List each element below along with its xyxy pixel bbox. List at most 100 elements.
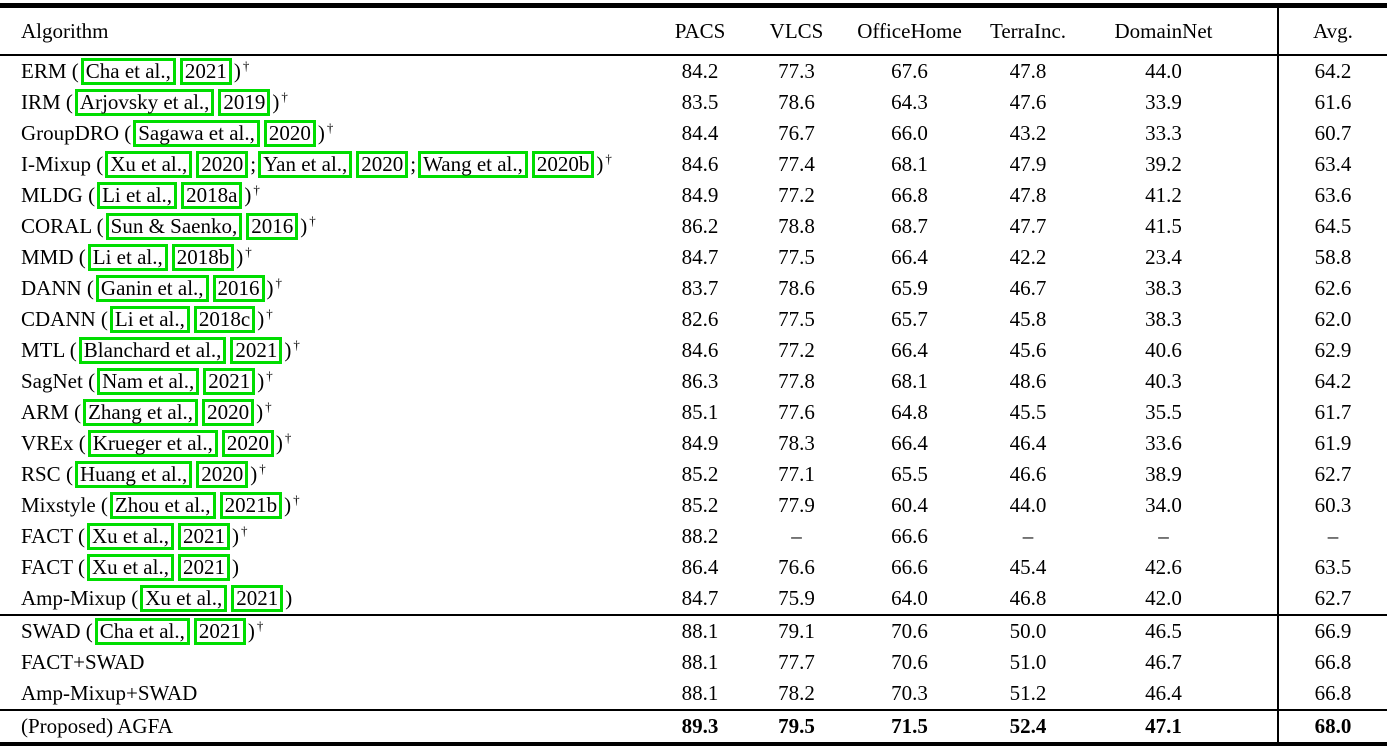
- citation-link-box[interactable]: 2018b: [171, 244, 235, 271]
- score-cell: 62.0: [1277, 304, 1387, 335]
- score-cell: 51.2: [1009, 681, 1047, 705]
- score-cell: 77.9: [778, 493, 815, 517]
- algorithm-label-text: SagNet (: [21, 369, 96, 393]
- algorithm-label-text: CDANN (: [21, 307, 108, 331]
- citation-link-box[interactable]: 2020b: [531, 151, 595, 178]
- score-cell: 46.8: [1009, 586, 1047, 610]
- dagger-symbol: †: [605, 151, 612, 166]
- score-cell: 66.8: [1277, 678, 1387, 710]
- citation-link-box[interactable]: Arjovsky et al.,: [74, 89, 215, 116]
- algorithm-cell: ARM (Zhang et al., 2020) †: [0, 397, 655, 428]
- citation-link-box[interactable]: 2021: [177, 554, 230, 581]
- header-officehome: OfficeHome: [848, 5, 971, 56]
- citation-link-box[interactable]: Xu et al.,: [140, 585, 228, 612]
- score-cell: 66.4: [891, 245, 928, 269]
- citation-link-box[interactable]: Blanchard et al.,: [78, 337, 227, 364]
- score-cell: 52.4: [971, 709, 1085, 745]
- algorithm-label-text: ): [285, 586, 293, 610]
- header-avg: Avg.: [1277, 5, 1387, 56]
- algorithm-label-text: ): [250, 462, 258, 486]
- score-cell: 84.9: [681, 183, 719, 207]
- citation-link-box[interactable]: Ganin et al.,: [95, 275, 209, 302]
- score-cell: 64.2: [1277, 366, 1387, 397]
- citation-link-box[interactable]: 2016: [246, 213, 299, 240]
- citation-link-box[interactable]: Sagawa et al.,: [133, 120, 260, 147]
- score-cell: 78.3: [778, 431, 815, 455]
- score-cell: 65.5: [891, 462, 928, 486]
- algorithm-label-text: ): [233, 59, 241, 83]
- score-cell: 62.7: [1277, 459, 1387, 490]
- score-cell: –: [1022, 524, 1034, 548]
- citation-link-box[interactable]: Cha et al.,: [94, 618, 190, 645]
- score-cell: 77.4: [778, 152, 815, 176]
- citation-link-box[interactable]: 2021b: [219, 492, 283, 519]
- algorithm-label-text: GroupDRO (: [21, 121, 132, 145]
- table-row: ARM (Zhang et al., 2020) † 85.1 77.6 64.8 45.5…: [0, 397, 1387, 428]
- table-row: Mixstyle (Zhou et al., 2021b) † 85.2 77.9 60.…: [0, 490, 1387, 521]
- citation-link-box[interactable]: Huang et al.,: [74, 461, 193, 488]
- citation-link-box[interactable]: 2016: [212, 275, 265, 302]
- score-cell: 88.1: [655, 614, 745, 647]
- citation-link-box[interactable]: 2020: [202, 399, 255, 426]
- citation-link-box[interactable]: Xu et al.,: [86, 523, 174, 550]
- score-cell: 66.6: [891, 555, 928, 579]
- citation-link-box[interactable]: 2018c: [193, 306, 256, 333]
- citation-link-box[interactable]: Zhou et al.,: [109, 492, 216, 519]
- citation-link-box[interactable]: Xu et al.,: [105, 151, 193, 178]
- citation-link-box[interactable]: 2021: [230, 337, 283, 364]
- score-cell: 77.3: [778, 59, 815, 83]
- algorithm-cell: FACT (Xu et al., 2021): [0, 552, 655, 583]
- score-cell: 41.2: [1145, 183, 1182, 207]
- citation-link-box[interactable]: Xu et al.,: [86, 554, 174, 581]
- citation-link-box[interactable]: Cha et al.,: [80, 58, 176, 85]
- citation-link-box[interactable]: 2020: [263, 120, 316, 147]
- score-cell: 70.6: [891, 650, 928, 674]
- citation-link-box[interactable]: 2021: [193, 618, 246, 645]
- algorithm-label-text: ): [266, 276, 274, 300]
- citation-link-box[interactable]: 2020: [196, 151, 249, 178]
- score-cell: 33.9: [1145, 90, 1182, 114]
- citation-link-box[interactable]: 2020: [196, 461, 249, 488]
- citation-link-box[interactable]: 2018a: [181, 182, 243, 209]
- citation-link-box[interactable]: 2020: [221, 430, 274, 457]
- header-domainnet: DomainNet: [1085, 5, 1278, 56]
- algorithm-label-text: ): [317, 121, 325, 145]
- score-cell: 77.7: [778, 650, 815, 674]
- score-cell: 47.9: [1009, 152, 1047, 176]
- citation-link-box[interactable]: Li et al.,: [87, 244, 168, 271]
- citation-link-box[interactable]: 2021: [231, 585, 284, 612]
- citation-link-box[interactable]: 2020: [356, 151, 409, 178]
- citation-link-box[interactable]: 2019: [218, 89, 271, 116]
- algorithm-cell: CORAL (Sun & Saenko, 2016) †: [0, 211, 655, 242]
- algorithm-cell: ERM (Cha et al., 2021) †: [0, 55, 655, 87]
- score-cell: 66.6: [891, 524, 928, 548]
- dagger-symbol: †: [284, 430, 292, 445]
- citation-link-box[interactable]: 2021: [179, 58, 232, 85]
- score-cell: 78.8: [778, 214, 815, 238]
- score-cell: 33.6: [1145, 431, 1182, 455]
- citation-link-box[interactable]: Zhang et al.,: [83, 399, 199, 426]
- algorithm-cell: Amp-Mixup+SWAD: [0, 678, 655, 710]
- citation-link-box[interactable]: Krueger et al.,: [87, 430, 218, 457]
- citation-link-box[interactable]: Yan et al.,: [258, 151, 353, 178]
- score-cell: 77.6: [778, 400, 815, 424]
- citation-link-box[interactable]: Nam et al.,: [97, 368, 200, 395]
- score-cell: 47.6: [1009, 90, 1047, 114]
- score-cell: 83.5: [681, 90, 719, 114]
- citation-link-box[interactable]: Sun & Saenko,: [105, 213, 243, 240]
- citation-link-box[interactable]: Wang et al.,: [418, 151, 528, 178]
- algorithm-label-text: FACT+SWAD: [21, 650, 145, 674]
- dagger-symbol: †: [242, 58, 250, 73]
- algorithm-cell: RSC (Huang et al., 2020) †: [0, 459, 655, 490]
- table-row: SWAD (Cha et al., 2021) † 88.1 79.1 70.6 50.0 4…: [0, 614, 1387, 647]
- score-cell: 47.8: [1009, 183, 1047, 207]
- citation-link-box[interactable]: Li et al.,: [109, 306, 190, 333]
- citation-link-box[interactable]: 2021: [177, 523, 230, 550]
- algorithm-label-text: SWAD (: [21, 619, 93, 643]
- dagger-symbol: †: [256, 618, 264, 633]
- citation-link-box[interactable]: 2021: [203, 368, 256, 395]
- algorithm-cell: CDANN (Li et al., 2018c) †: [0, 304, 655, 335]
- score-cell: 61.7: [1277, 397, 1387, 428]
- citation-link-box[interactable]: Li et al.,: [97, 182, 178, 209]
